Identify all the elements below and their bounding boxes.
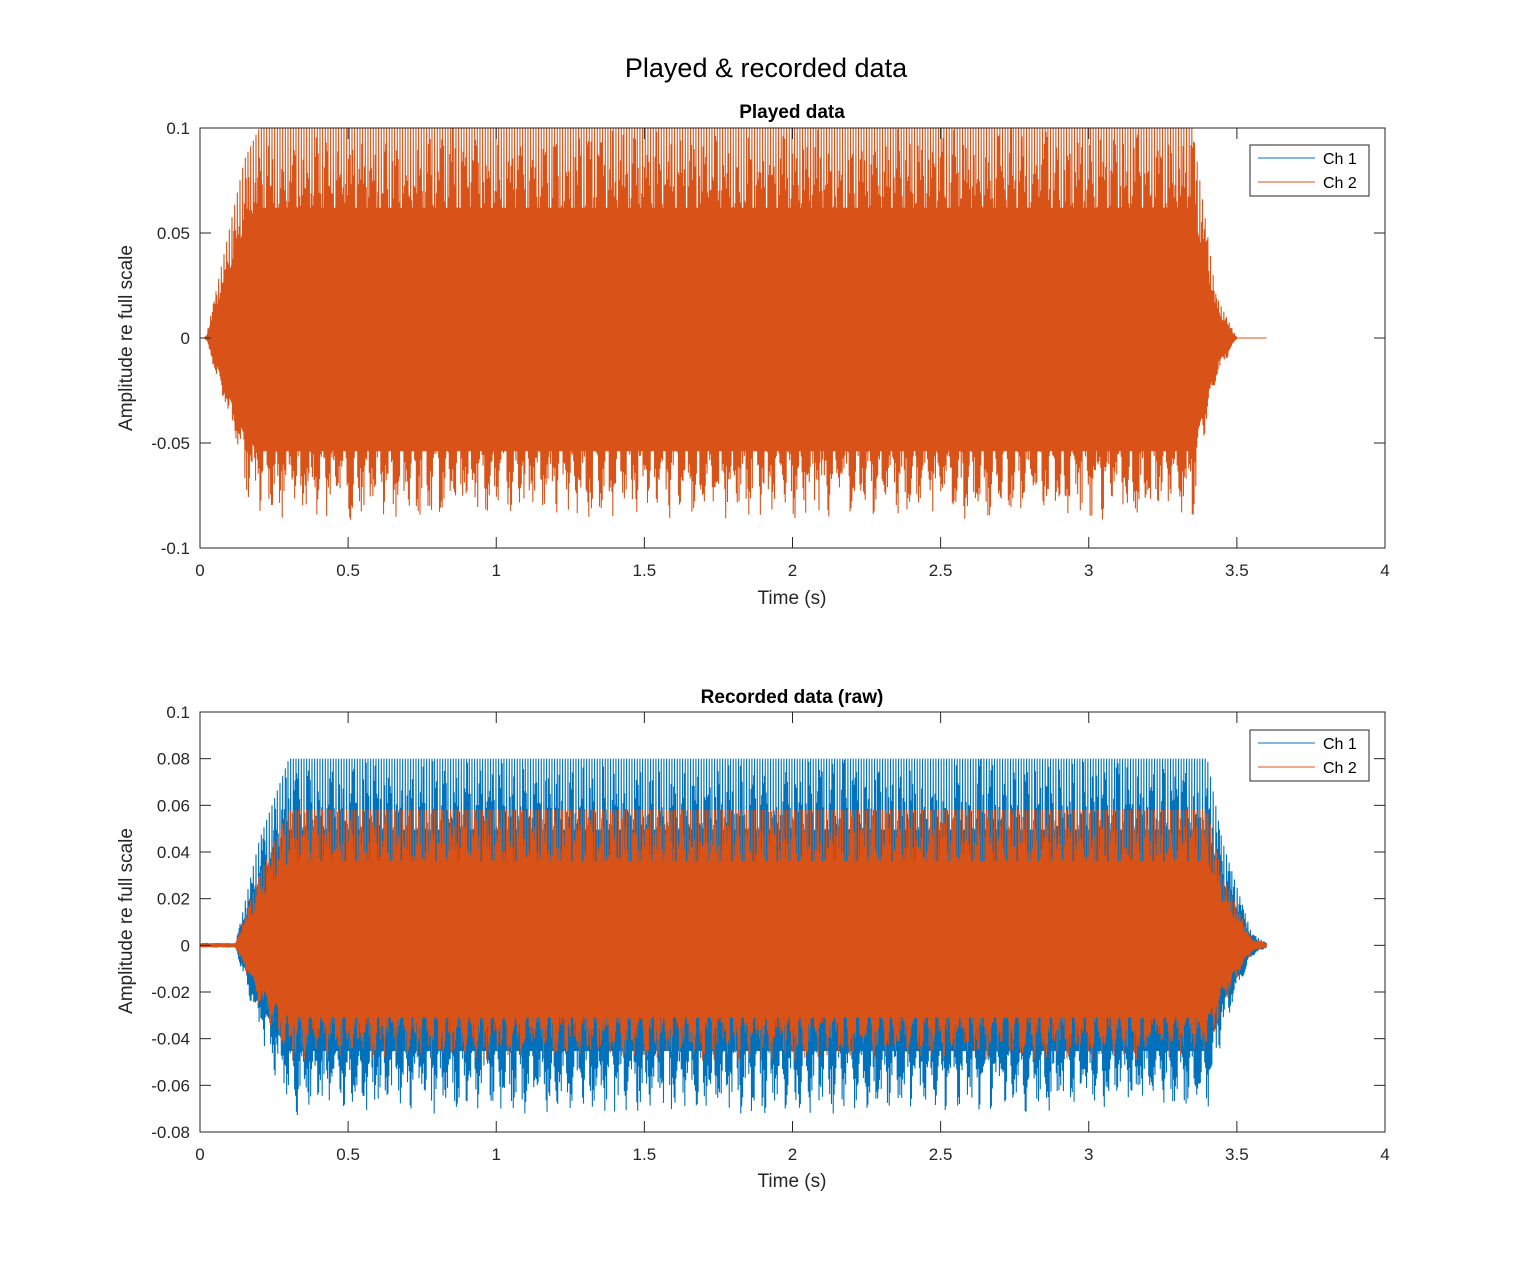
y-tick-label: -0.06 <box>151 1076 190 1095</box>
y-tick-label: -0.04 <box>151 1030 190 1049</box>
x-tick-label: 2 <box>788 561 797 580</box>
x-tick-label: 2 <box>788 1145 797 1164</box>
y-tick-label: 0.02 <box>157 890 190 909</box>
x-tick-label: 3 <box>1084 1145 1093 1164</box>
x-tick-label: 3 <box>1084 561 1093 580</box>
x-tick-label: 2.5 <box>929 561 953 580</box>
y-tick-label: 0 <box>181 936 190 955</box>
x-tick-label: 3.5 <box>1225 561 1249 580</box>
y-tick-label: -0.08 <box>151 1123 190 1142</box>
y-tick-label: 0.08 <box>157 750 190 769</box>
legend-label-ch2: Ch 2 <box>1323 175 1357 192</box>
x-tick-label: 1 <box>492 1145 501 1164</box>
y-axis-label: Amplitude re full scale <box>116 828 137 1014</box>
plot-area <box>200 758 1268 1116</box>
y-tick-label: 0.1 <box>166 703 190 722</box>
legend-label-ch2: Ch 2 <box>1323 760 1357 777</box>
x-tick-label: 1.5 <box>633 1145 657 1164</box>
axes-frame: 0 0.5 1 1.5 2 2.5 3 3.5 4 -0.08 -0.06 -0.04 -0.02 0 0.… <box>151 703 1389 1164</box>
figure-title: Played & recorded data <box>625 53 908 83</box>
legend: Ch 1 Ch 2 <box>1249 729 1370 782</box>
y-tick-label: 0 <box>181 329 190 348</box>
y-tick-label: 0.05 <box>157 224 190 243</box>
series-line-ch2 <box>200 128 1267 520</box>
y-axis-label: Amplitude re full scale <box>116 245 137 431</box>
y-tick-label: -0.05 <box>151 434 190 453</box>
subplot-played: Played data 0 0.5 1 1.5 2 2.5 3 3.5 4-0.1-0.0500… <box>116 102 1390 609</box>
subplot-title: Played data <box>739 102 845 123</box>
x-tick-label: 3.5 <box>1225 1145 1249 1164</box>
legend-label-ch1: Ch 1 <box>1323 736 1357 753</box>
x-tick-label: 0.5 <box>336 1145 360 1164</box>
series-fill-ch2 <box>200 207 1267 452</box>
y-tick-label: 0.1 <box>166 119 190 138</box>
x-tick-label: 1 <box>492 561 501 580</box>
legend-box <box>1249 729 1370 782</box>
x-tick-label: 1.5 <box>633 561 657 580</box>
x-axis-label: Time (s) <box>758 1171 827 1192</box>
x-tick-label: 4 <box>1380 1145 1389 1164</box>
x-tick-label: 2.5 <box>929 1145 953 1164</box>
legend-label-ch1: Ch 1 <box>1323 151 1357 168</box>
y-tick-label: 0.04 <box>157 843 190 862</box>
y-tick-label: -0.02 <box>151 983 190 1002</box>
x-tick-label: 4 <box>1380 561 1389 580</box>
subplot-recorded: Recorded data (raw) 0 0.5 1 1.5 2 2.5 3 3.5 4 -0.… <box>116 687 1390 1192</box>
x-tick-label: 0 <box>195 561 204 580</box>
legend: Ch 1 Ch 2 <box>1249 144 1370 197</box>
x-axis-label: Time (s) <box>758 588 827 609</box>
x-tick-label: 0 <box>195 1145 204 1164</box>
y-tick-label: 0.06 <box>157 796 190 815</box>
axes-frame: 0 0.5 1 1.5 2 2.5 3 3.5 4 -0.1 -0.05 0 0.05 0.1 <box>151 119 1389 580</box>
plot-area <box>200 128 1267 520</box>
legend-box <box>1249 144 1370 197</box>
x-tick-label: 0.5 <box>336 561 360 580</box>
series-fill-ch2 <box>200 861 1267 1018</box>
subplot-title: Recorded data (raw) <box>701 687 884 708</box>
y-tick-label: -0.1 <box>161 539 190 558</box>
